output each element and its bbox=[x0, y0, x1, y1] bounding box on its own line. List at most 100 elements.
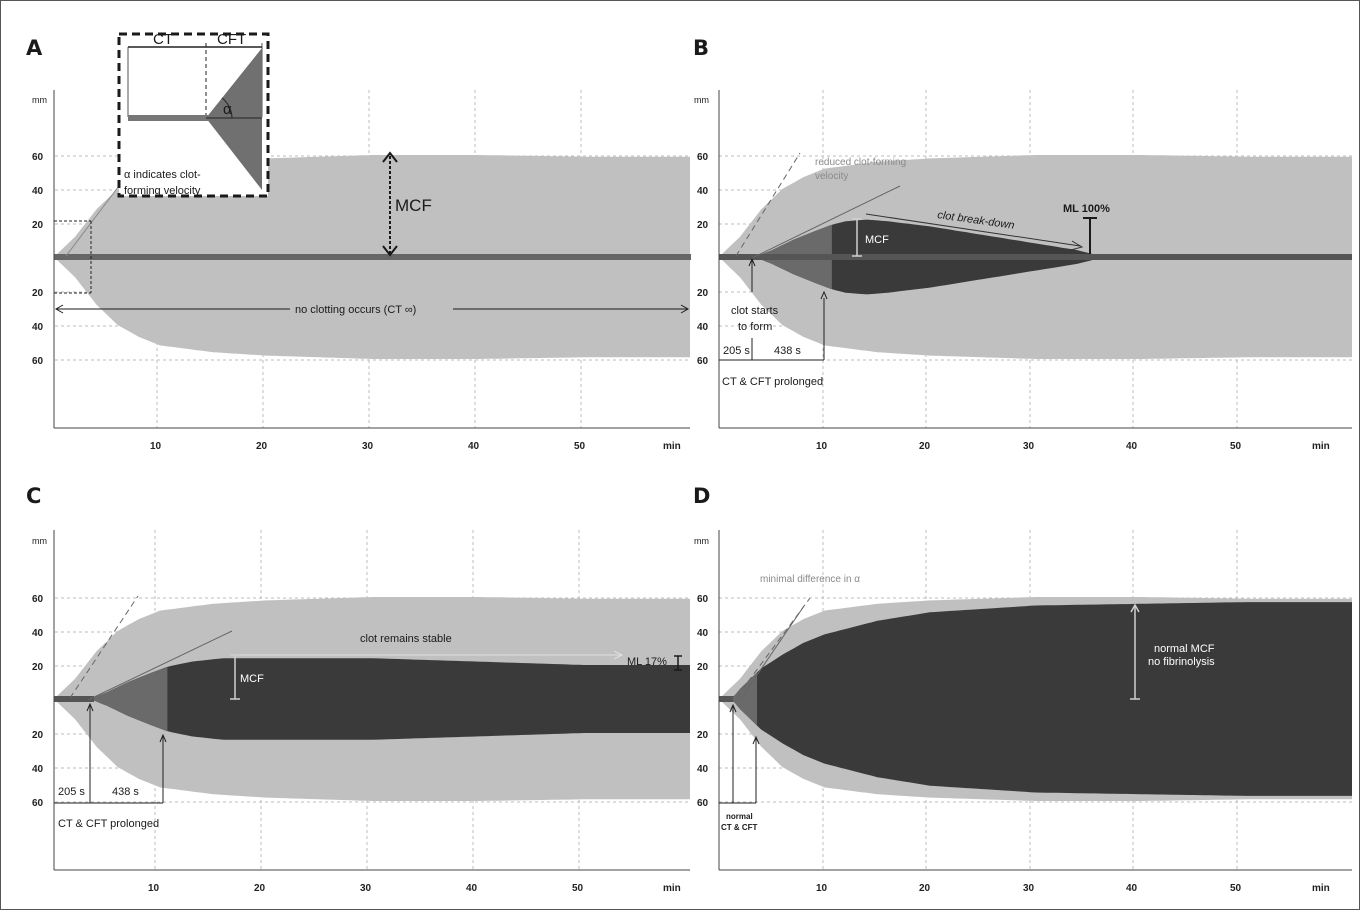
cft-value-label: 438 s bbox=[112, 786, 139, 798]
y-tick-label: 60 bbox=[32, 152, 44, 163]
x-tick-label: 40 bbox=[466, 883, 478, 894]
x-tick-label: 20 bbox=[256, 441, 268, 452]
normal-alpha-tangent bbox=[69, 595, 139, 699]
reduced-velocity-line-1: reduced clot-forming bbox=[815, 157, 906, 168]
x-tick-label: 50 bbox=[572, 883, 584, 894]
ml-label: ML 100% bbox=[1063, 203, 1110, 215]
baseline-trace bbox=[719, 254, 1352, 260]
x-tick-label: 50 bbox=[1230, 441, 1242, 452]
panel-letter-b: B bbox=[693, 36, 709, 60]
clot-formation-area bbox=[54, 666, 168, 732]
arrowhead bbox=[159, 733, 167, 743]
patient-alpha-tangent bbox=[739, 605, 805, 701]
panel-c: C mm 60 40 20 20 40 60 10 20 30 40 bbox=[26, 484, 690, 894]
arrowhead bbox=[1130, 603, 1140, 613]
baseline-trace bbox=[54, 254, 691, 260]
alpha-annotation-line-2: forming velocity bbox=[124, 185, 201, 197]
patient-clot-area bbox=[719, 602, 1352, 796]
y-tick-label: 20 bbox=[697, 662, 709, 673]
panel-letter-d: D bbox=[693, 484, 710, 508]
x-unit: min bbox=[663, 441, 681, 452]
clot-formation-area bbox=[719, 672, 757, 726]
mcf-label: MCF bbox=[395, 196, 432, 215]
reduced-velocity-line-2: velocity bbox=[815, 171, 848, 182]
x-tick-label: 50 bbox=[1230, 883, 1242, 894]
inset-ct-cft-diagram: CT CFT α bbox=[117, 31, 270, 198]
inset-ct-label: CT bbox=[153, 31, 173, 48]
panel-b: B mm 60 40 20 20 40 60 10 20 30 40 bbox=[693, 36, 1352, 452]
inset-angle-arc bbox=[221, 97, 233, 119]
y-tick-label: 60 bbox=[697, 798, 709, 809]
x-tick-label: 10 bbox=[150, 441, 162, 452]
arrowhead bbox=[680, 304, 690, 314]
inset-baseline bbox=[128, 115, 208, 121]
inset-wedge bbox=[206, 48, 262, 190]
y-unit: mm bbox=[32, 95, 47, 105]
y-tick-label: 20 bbox=[32, 730, 44, 741]
y-tick-label: 40 bbox=[697, 186, 709, 197]
y-tick-label: 60 bbox=[697, 594, 709, 605]
x-tick-label: 50 bbox=[574, 441, 586, 452]
inset-cft-label: CFT bbox=[217, 31, 246, 48]
reduced-alpha-tangent bbox=[751, 185, 901, 259]
arrowhead bbox=[613, 650, 624, 660]
panel-letter-c: C bbox=[26, 484, 41, 508]
arrowhead bbox=[86, 702, 94, 712]
normal-mcf-label: normal MCF bbox=[1154, 643, 1215, 655]
arrowhead bbox=[820, 290, 828, 300]
x-tick-label: 10 bbox=[148, 883, 160, 894]
baseline-trace bbox=[54, 696, 94, 702]
y-tick-label: 60 bbox=[697, 152, 709, 163]
x-tick-label: 10 bbox=[816, 883, 828, 894]
no-fibrinolysis-label: no fibrinolysis bbox=[1148, 656, 1215, 668]
x-tick-label: 20 bbox=[919, 883, 931, 894]
y-tick-label: 60 bbox=[32, 356, 44, 367]
arrowhead bbox=[382, 245, 398, 257]
x-tick-label: 20 bbox=[919, 441, 931, 452]
x-tick-label: 30 bbox=[362, 441, 374, 452]
normal-alpha-tangent bbox=[735, 152, 801, 257]
y-tick-label: 20 bbox=[32, 662, 44, 673]
ct-value-label: 205 s bbox=[58, 786, 85, 798]
ct-cft-small-label: CT & CFT bbox=[721, 823, 758, 832]
prolonged-label: CT & CFT prolonged bbox=[722, 376, 823, 388]
normal-small-label: normal bbox=[726, 812, 753, 821]
y-tick-label: 40 bbox=[32, 628, 44, 639]
stable-label: clot remains stable bbox=[360, 633, 452, 645]
y-tick-label: 60 bbox=[32, 798, 44, 809]
x-tick-label: 30 bbox=[360, 883, 372, 894]
y-tick-label: 40 bbox=[697, 322, 709, 333]
y-tick-label: 60 bbox=[32, 594, 44, 605]
y-unit: mm bbox=[694, 536, 709, 546]
arrowhead bbox=[1070, 240, 1084, 251]
y-tick-label: 40 bbox=[32, 322, 44, 333]
panel-letter-a: A bbox=[26, 36, 43, 60]
x-unit: min bbox=[1312, 883, 1330, 894]
x-tick-label: 20 bbox=[254, 883, 266, 894]
y-tick-label: 20 bbox=[32, 288, 44, 299]
y-tick-label: 20 bbox=[32, 220, 44, 231]
y-tick-label: 60 bbox=[697, 356, 709, 367]
ml-label: ML 17% bbox=[627, 656, 667, 668]
x-unit: min bbox=[663, 883, 681, 894]
x-tick-label: 40 bbox=[1126, 441, 1138, 452]
alpha-tangent-line bbox=[65, 177, 126, 257]
ct-value-label: 205 s bbox=[723, 345, 750, 357]
x-tick-label: 30 bbox=[1023, 883, 1035, 894]
mcf-label: MCF bbox=[865, 234, 889, 246]
y-tick-label: 20 bbox=[697, 730, 709, 741]
clot-starts-line-1: clot starts bbox=[731, 305, 779, 317]
arrowhead bbox=[748, 257, 756, 267]
arrowhead bbox=[729, 703, 737, 713]
prolonged-label: CT & CFT prolonged bbox=[58, 818, 159, 830]
reduced-alpha-tangent bbox=[87, 630, 233, 701]
arrowhead bbox=[54, 304, 64, 314]
x-unit: min bbox=[1312, 441, 1330, 452]
inset-alpha-label: α bbox=[223, 101, 232, 118]
baseline-trace bbox=[719, 696, 733, 702]
alpha-annotation-line-1: α indicates clot- bbox=[124, 169, 201, 181]
breakdown-arrow bbox=[865, 213, 1081, 247]
arrowhead bbox=[752, 735, 760, 745]
panel-d: D mm 60 40 20 20 40 60 10 20 30 40 bbox=[693, 484, 1352, 894]
cft-value-label: 438 s bbox=[774, 345, 801, 357]
